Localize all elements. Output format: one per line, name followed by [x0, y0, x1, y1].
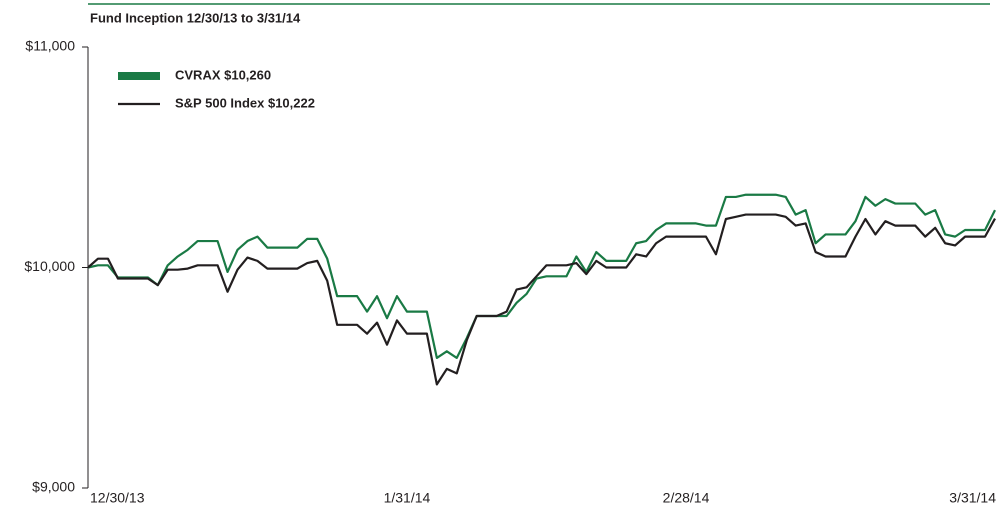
- x-tick-label: 12/30/13: [90, 490, 145, 506]
- legend-label: S&P 500 Index $10,222: [175, 95, 315, 110]
- y-tick-label: $11,000: [25, 38, 75, 54]
- x-tick-label: 1/31/14: [384, 490, 431, 506]
- chart-title: Fund Inception 12/30/13 to 3/31/14: [90, 10, 301, 25]
- series-line: [87, 193, 996, 359]
- x-tick-label: 2/28/14: [663, 490, 710, 506]
- y-tick-label: $10,000: [24, 258, 75, 274]
- series-line: [87, 213, 996, 386]
- legend-swatch: [118, 72, 160, 80]
- legend-label: CVRAX $10,260: [175, 67, 271, 82]
- x-tick-label: 3/31/14: [949, 490, 996, 506]
- y-tick-label: $9,000: [32, 479, 75, 495]
